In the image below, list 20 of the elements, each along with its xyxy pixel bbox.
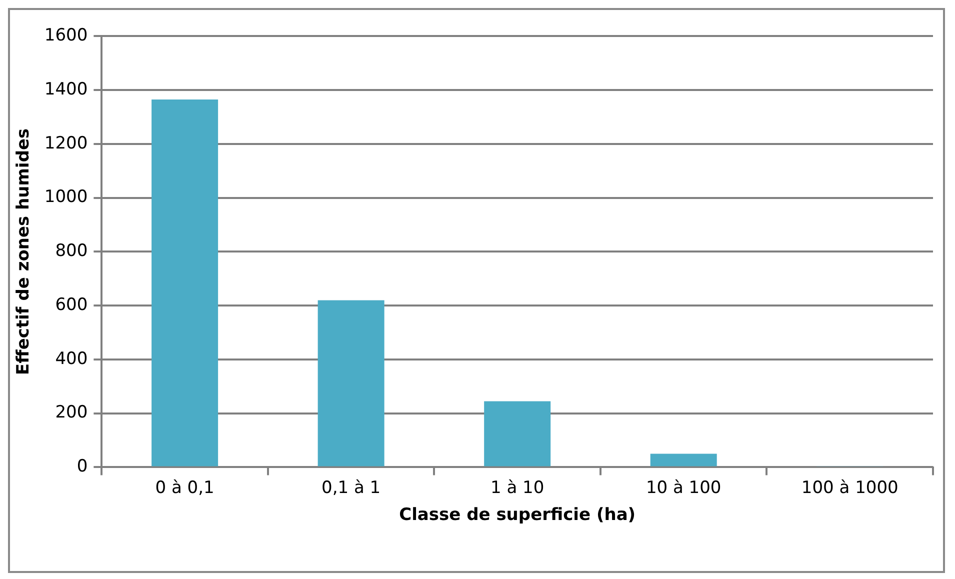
x-tick-label: 100 à 1000 <box>801 478 898 498</box>
y-tick-label: 200 <box>55 402 88 423</box>
bar <box>152 100 218 466</box>
y-axis-title: Effectif de zones humides <box>14 128 34 376</box>
y-tick-label: 0 <box>76 456 88 477</box>
y-tick-label: 400 <box>55 348 88 369</box>
x-tick-label: 0 à 0,1 <box>155 478 214 498</box>
y-tick-label: 800 <box>55 241 88 262</box>
x-tick-label: 1 à 10 <box>490 478 544 498</box>
bar <box>650 454 717 466</box>
y-tick-label: 1400 <box>44 79 88 100</box>
x-tick-label: 0,1 à 1 <box>322 478 381 498</box>
y-tick-label: 1000 <box>44 187 88 208</box>
x-tick-label: 10 à 100 <box>646 478 722 498</box>
y-tick-label: 1600 <box>44 26 88 46</box>
bar <box>318 300 384 466</box>
x-axis-title: Classe de superficie (ha) <box>399 505 636 526</box>
y-tick-label: 600 <box>55 294 88 315</box>
bar <box>484 401 551 466</box>
y-tick-label: 1200 <box>44 133 88 154</box>
